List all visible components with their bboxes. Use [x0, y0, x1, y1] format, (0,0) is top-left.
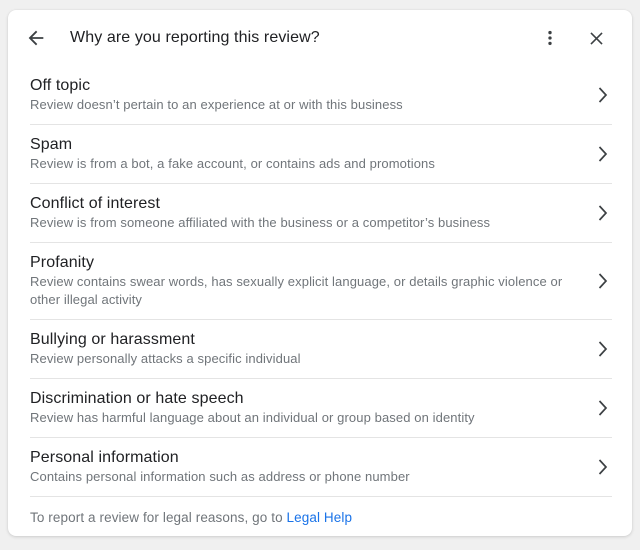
chevron-right-icon — [598, 399, 608, 416]
reason-description: Review is from a bot, a fake account, or… — [30, 156, 435, 171]
reason-row-personal-information[interactable]: Personal information Contains personal i… — [30, 438, 612, 497]
dialog-header: Why are you reporting this review? — [8, 10, 632, 66]
overflow-menu-button[interactable] — [534, 22, 566, 54]
reason-label: Bullying or harassment — [30, 331, 195, 348]
chevron-right-icon — [598, 204, 608, 221]
reason-row-spam[interactable]: Spam Review is from a bot, a fake accoun… — [30, 125, 612, 184]
reason-label: Conflict of interest — [30, 195, 161, 212]
back-button[interactable] — [20, 22, 52, 54]
legal-footer-text: To report a review for legal reasons, go… — [30, 510, 287, 525]
reason-row-discrimination-or-hate-speech[interactable]: Discrimination or hate speech Review has… — [30, 379, 612, 438]
reason-row-conflict-of-interest[interactable]: Conflict of interest Review is from some… — [30, 184, 612, 243]
legal-footer: To report a review for legal reasons, go… — [30, 497, 612, 525]
chevron-right-icon — [598, 458, 608, 475]
arrow-left-icon — [25, 27, 47, 49]
chevron-right-icon — [598, 340, 608, 357]
close-icon — [587, 29, 606, 48]
close-button[interactable] — [580, 22, 612, 54]
kebab-menu-icon — [540, 28, 560, 48]
reason-label: Spam — [30, 136, 73, 153]
reason-row-profanity[interactable]: Profanity Review contains swear words, h… — [30, 243, 612, 320]
reason-description: Review is from someone affiliated with t… — [30, 215, 491, 230]
reason-description: Review personally attacks a specific ind… — [30, 351, 301, 366]
reason-description: Review has harmful language about an ind… — [30, 410, 475, 425]
reason-description: Review doesn’t pertain to an experience … — [30, 97, 403, 112]
legal-help-link[interactable]: Legal Help — [286, 510, 353, 525]
header-actions — [534, 22, 612, 54]
chevron-right-icon — [598, 272, 608, 289]
dialog-title: Why are you reporting this review? — [70, 29, 320, 46]
reason-description: Review contains swear words, has sexuall… — [30, 274, 563, 307]
reason-label: Personal information — [30, 449, 179, 466]
reason-row-bullying-or-harassment[interactable]: Bullying or harassment Review personally… — [30, 320, 612, 379]
reason-label: Discrimination or hate speech — [30, 390, 244, 407]
chevron-right-icon — [598, 86, 608, 103]
chevron-right-icon — [598, 145, 608, 162]
reason-row-off-topic[interactable]: Off topic Review doesn’t pertain to an e… — [30, 66, 612, 125]
reason-label: Profanity — [30, 254, 95, 271]
reason-label: Off topic — [30, 77, 91, 94]
reason-list: Off topic Review doesn’t pertain to an e… — [30, 66, 612, 497]
reason-description: Contains personal information such as ad… — [30, 469, 410, 484]
report-review-dialog: Why are you reporting this review? — [8, 10, 632, 536]
